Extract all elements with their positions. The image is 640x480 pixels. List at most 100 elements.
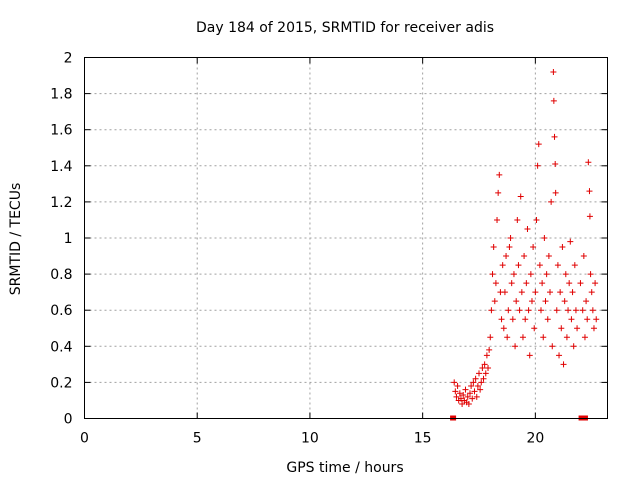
y-tick-label: 1.6 (50, 123, 72, 139)
data-point (567, 238, 574, 245)
data-points (450, 68, 600, 421)
data-point (524, 225, 531, 232)
y-tick-label: 1 (64, 231, 73, 247)
data-point (522, 316, 529, 323)
data-point (566, 280, 573, 287)
data-point (487, 334, 494, 341)
data-point (510, 271, 517, 278)
x-tick-label: 10 (301, 431, 319, 447)
data-point (579, 307, 586, 314)
y-tick-label: 0.2 (50, 375, 72, 391)
data-point (530, 244, 537, 251)
tick-labels: 00.20.40.60.811.21.41.61.820 5 10 15 20 (50, 51, 544, 447)
data-point (550, 68, 557, 75)
data-point (545, 253, 552, 260)
data-point (482, 370, 489, 377)
y-tick-label: 1.4 (50, 159, 72, 175)
data-point (526, 352, 533, 359)
data-point (472, 375, 479, 382)
data-point (541, 235, 548, 241)
y-tick-label: 1.2 (50, 195, 72, 211)
y-tick-label: 0 (64, 412, 73, 428)
data-point (572, 307, 579, 314)
data-point (570, 343, 577, 350)
data-point (495, 189, 502, 196)
data-point (456, 390, 463, 397)
data-point (540, 334, 547, 341)
data-point (543, 271, 550, 278)
data-point (515, 262, 522, 269)
data-point (451, 379, 458, 386)
data-point (507, 235, 514, 241)
data-point (550, 97, 557, 104)
grid (84, 57, 608, 419)
data-point (500, 325, 507, 332)
data-point (496, 171, 503, 178)
data-point (561, 298, 568, 305)
data-point (521, 253, 528, 260)
data-point (536, 262, 543, 269)
data-point (517, 193, 524, 200)
data-point (471, 388, 478, 395)
data-point (539, 280, 546, 287)
data-point (584, 316, 591, 323)
data-point (586, 188, 593, 195)
x-tick-label: 0 (80, 431, 89, 447)
data-point (583, 298, 590, 305)
data-point (553, 307, 560, 314)
y-tick-label: 0.6 (50, 303, 72, 319)
data-point (552, 160, 559, 167)
data-point (473, 393, 480, 400)
data-point (483, 352, 490, 359)
data-point (494, 216, 501, 223)
data-point (534, 162, 541, 169)
data-point (492, 280, 499, 287)
data-point (457, 395, 464, 402)
data-point (568, 316, 575, 323)
data-point (466, 390, 473, 397)
data-point (516, 307, 523, 314)
data-point (588, 289, 595, 296)
data-point (537, 307, 544, 314)
chart-title: Day 184 of 2015, SRMTID for receiver adi… (196, 20, 494, 36)
data-point (585, 159, 592, 166)
data-point (544, 316, 551, 323)
data-point (491, 298, 498, 305)
data-point (559, 244, 566, 251)
x-tick-label: 20 (526, 431, 544, 447)
data-point (513, 298, 520, 305)
y-tick-label: 0.4 (50, 339, 72, 355)
data-point (489, 271, 496, 278)
x-axis-label: GPS time / hours (286, 460, 403, 476)
data-point (506, 244, 513, 251)
y-tick-label: 1.8 (50, 87, 72, 103)
data-point (558, 325, 565, 332)
data-point (453, 393, 460, 400)
data-point (560, 361, 567, 368)
data-point (501, 289, 508, 296)
data-point (554, 262, 561, 269)
data-point (454, 383, 461, 390)
data-point (590, 325, 597, 332)
data-point (535, 141, 542, 148)
data-point (499, 262, 506, 269)
data-point (481, 361, 488, 368)
y-tick-label: 2 (64, 51, 73, 67)
data-point (565, 307, 572, 314)
data-point (548, 198, 555, 205)
data-point (532, 289, 539, 296)
data-point (551, 133, 558, 140)
data-point (549, 343, 556, 350)
data-point (485, 364, 492, 371)
data-point (490, 244, 497, 251)
data-point (589, 307, 596, 314)
data-point (592, 280, 599, 287)
data-point (533, 216, 540, 223)
data-point (518, 289, 525, 296)
data-point (519, 334, 526, 341)
data-point (577, 280, 584, 287)
data-point (547, 289, 554, 296)
data-point (562, 271, 569, 278)
data-point (504, 334, 511, 341)
